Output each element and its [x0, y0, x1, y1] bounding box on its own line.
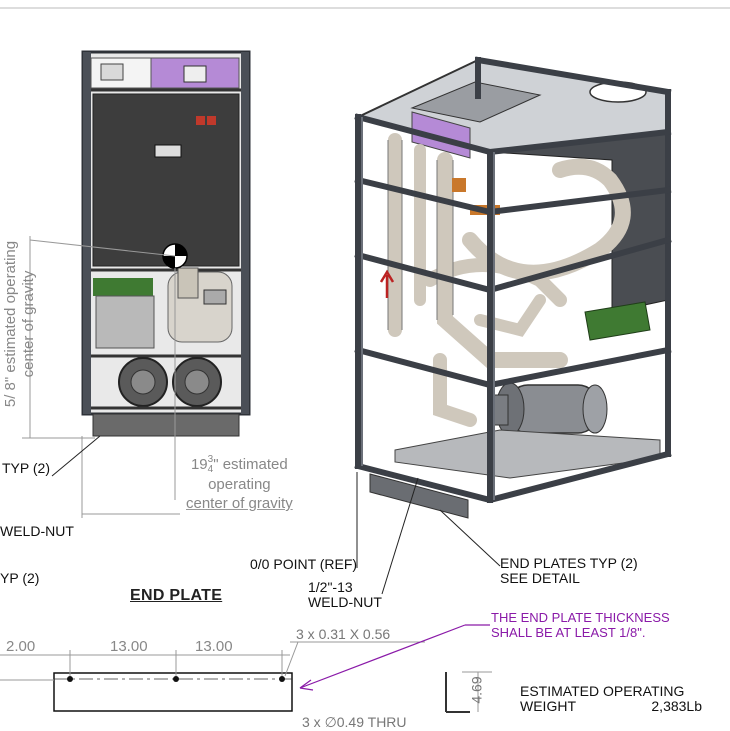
front-tank	[95, 295, 155, 349]
iso-top-opening	[410, 81, 542, 123]
end-plates-line1: END PLATES TYP (2)	[500, 555, 638, 571]
iso-pump-motor	[487, 382, 608, 436]
end-plate-hole	[279, 676, 285, 682]
end-plate-typ-label: YP (2)	[0, 570, 40, 586]
iso-weld-nut-line1: 1/2"-13	[308, 579, 353, 595]
cog-vertical-label-line1: 5/ 8" estimated operating	[2, 240, 19, 408]
iso-green-box	[584, 301, 651, 341]
front-purple-connector	[183, 65, 207, 83]
typ-label: TYP (2)	[2, 460, 50, 476]
front-right-post	[241, 52, 249, 414]
front-cabinet-indicator	[196, 116, 205, 125]
iso-view	[354, 56, 672, 595]
thickness-dim: 4.69	[468, 676, 485, 704]
dim-mid2: 13.00	[195, 638, 233, 655]
cog-horizontal-label: 193 4" estimated operating center of grav…	[186, 455, 293, 513]
cog-frac-den: 4	[207, 464, 214, 476]
weight-block: ESTIMATED OPERATING WEIGHT 2,383Lb	[520, 684, 702, 714]
origin-label: 0/0 POINT (REF)	[250, 556, 358, 572]
front-dark-cabinet	[92, 93, 240, 267]
thickness-note-line1: THE END PLATE THICKNESS	[491, 610, 670, 625]
end-plate-hole	[67, 676, 73, 682]
iso-pipes	[388, 133, 631, 427]
note-leader	[299, 624, 466, 689]
thickness-note: THE END PLATE THICKNESS SHALL BE AT LEAS…	[491, 610, 670, 640]
front-top-box	[100, 63, 124, 81]
slot-callout: 3 x 0.31 X 0.56	[296, 626, 391, 642]
end-plates-label: END PLATES TYP (2) SEE DETAIL	[500, 556, 638, 586]
front-weld-nut-label: WELD-NUT	[0, 523, 74, 539]
end-plate-side-profile	[445, 672, 470, 713]
front-cabinet-display	[154, 144, 182, 158]
weight-value: 2,383Lb	[651, 698, 702, 714]
iso-end-plate	[369, 473, 469, 519]
weld-nut-leader	[381, 477, 419, 595]
front-pipe-fitting	[203, 289, 227, 305]
front-left-post	[83, 52, 91, 414]
iso-weld-nut-line2: WELD-NUT	[308, 594, 382, 610]
flow-arrow-icon	[379, 269, 395, 298]
end-plate-detail	[0, 624, 492, 713]
front-cabinet-indicator	[207, 116, 216, 125]
end-plate-hole	[173, 676, 179, 682]
cog-vertical-label: 5/ 8" estimated operating center of grav…	[2, 194, 38, 454]
end-plates-leader	[439, 509, 501, 567]
typ-leader	[51, 435, 101, 477]
cog-horizontal-line3: center of gravity	[186, 495, 293, 513]
thickness-note-line2: SHALL BE AT LEAST 1/8".	[491, 625, 646, 640]
cog-vertical-label-line2: center of gravity	[20, 270, 37, 378]
front-pipe	[177, 267, 199, 299]
front-end-plate	[92, 413, 240, 437]
iso-orange-bracket	[452, 178, 466, 192]
dim-left: 2.00	[6, 638, 36, 655]
cog-horizontal-line2: operating	[208, 476, 271, 494]
slot-leader	[284, 641, 299, 677]
iso-frame	[354, 56, 672, 504]
weight-label-line2: WEIGHT	[520, 698, 576, 714]
cog-vertical-extension	[29, 239, 176, 257]
cog-frac-num: 3	[207, 454, 214, 466]
iso-weld-nut-label: 1/2"-13 WELD-NUT	[308, 580, 382, 610]
hole-callout: 3 x ∅0.49 THRU	[302, 714, 407, 730]
front-view	[22, 50, 251, 518]
end-plates-line2: SEE DETAIL	[500, 570, 580, 586]
dim-mid1: 13.00	[110, 638, 148, 655]
cog-horizontal-line1: " estimated	[213, 456, 288, 473]
iso-frame-highlights	[361, 117, 495, 500]
end-plate-title: END PLATE	[130, 587, 223, 604]
front-green-box	[93, 278, 153, 296]
iso-base-deck	[394, 429, 661, 479]
weight-label-line1: ESTIMATED OPERATING	[520, 683, 685, 699]
cog-horizontal-value: 19	[190, 456, 208, 473]
